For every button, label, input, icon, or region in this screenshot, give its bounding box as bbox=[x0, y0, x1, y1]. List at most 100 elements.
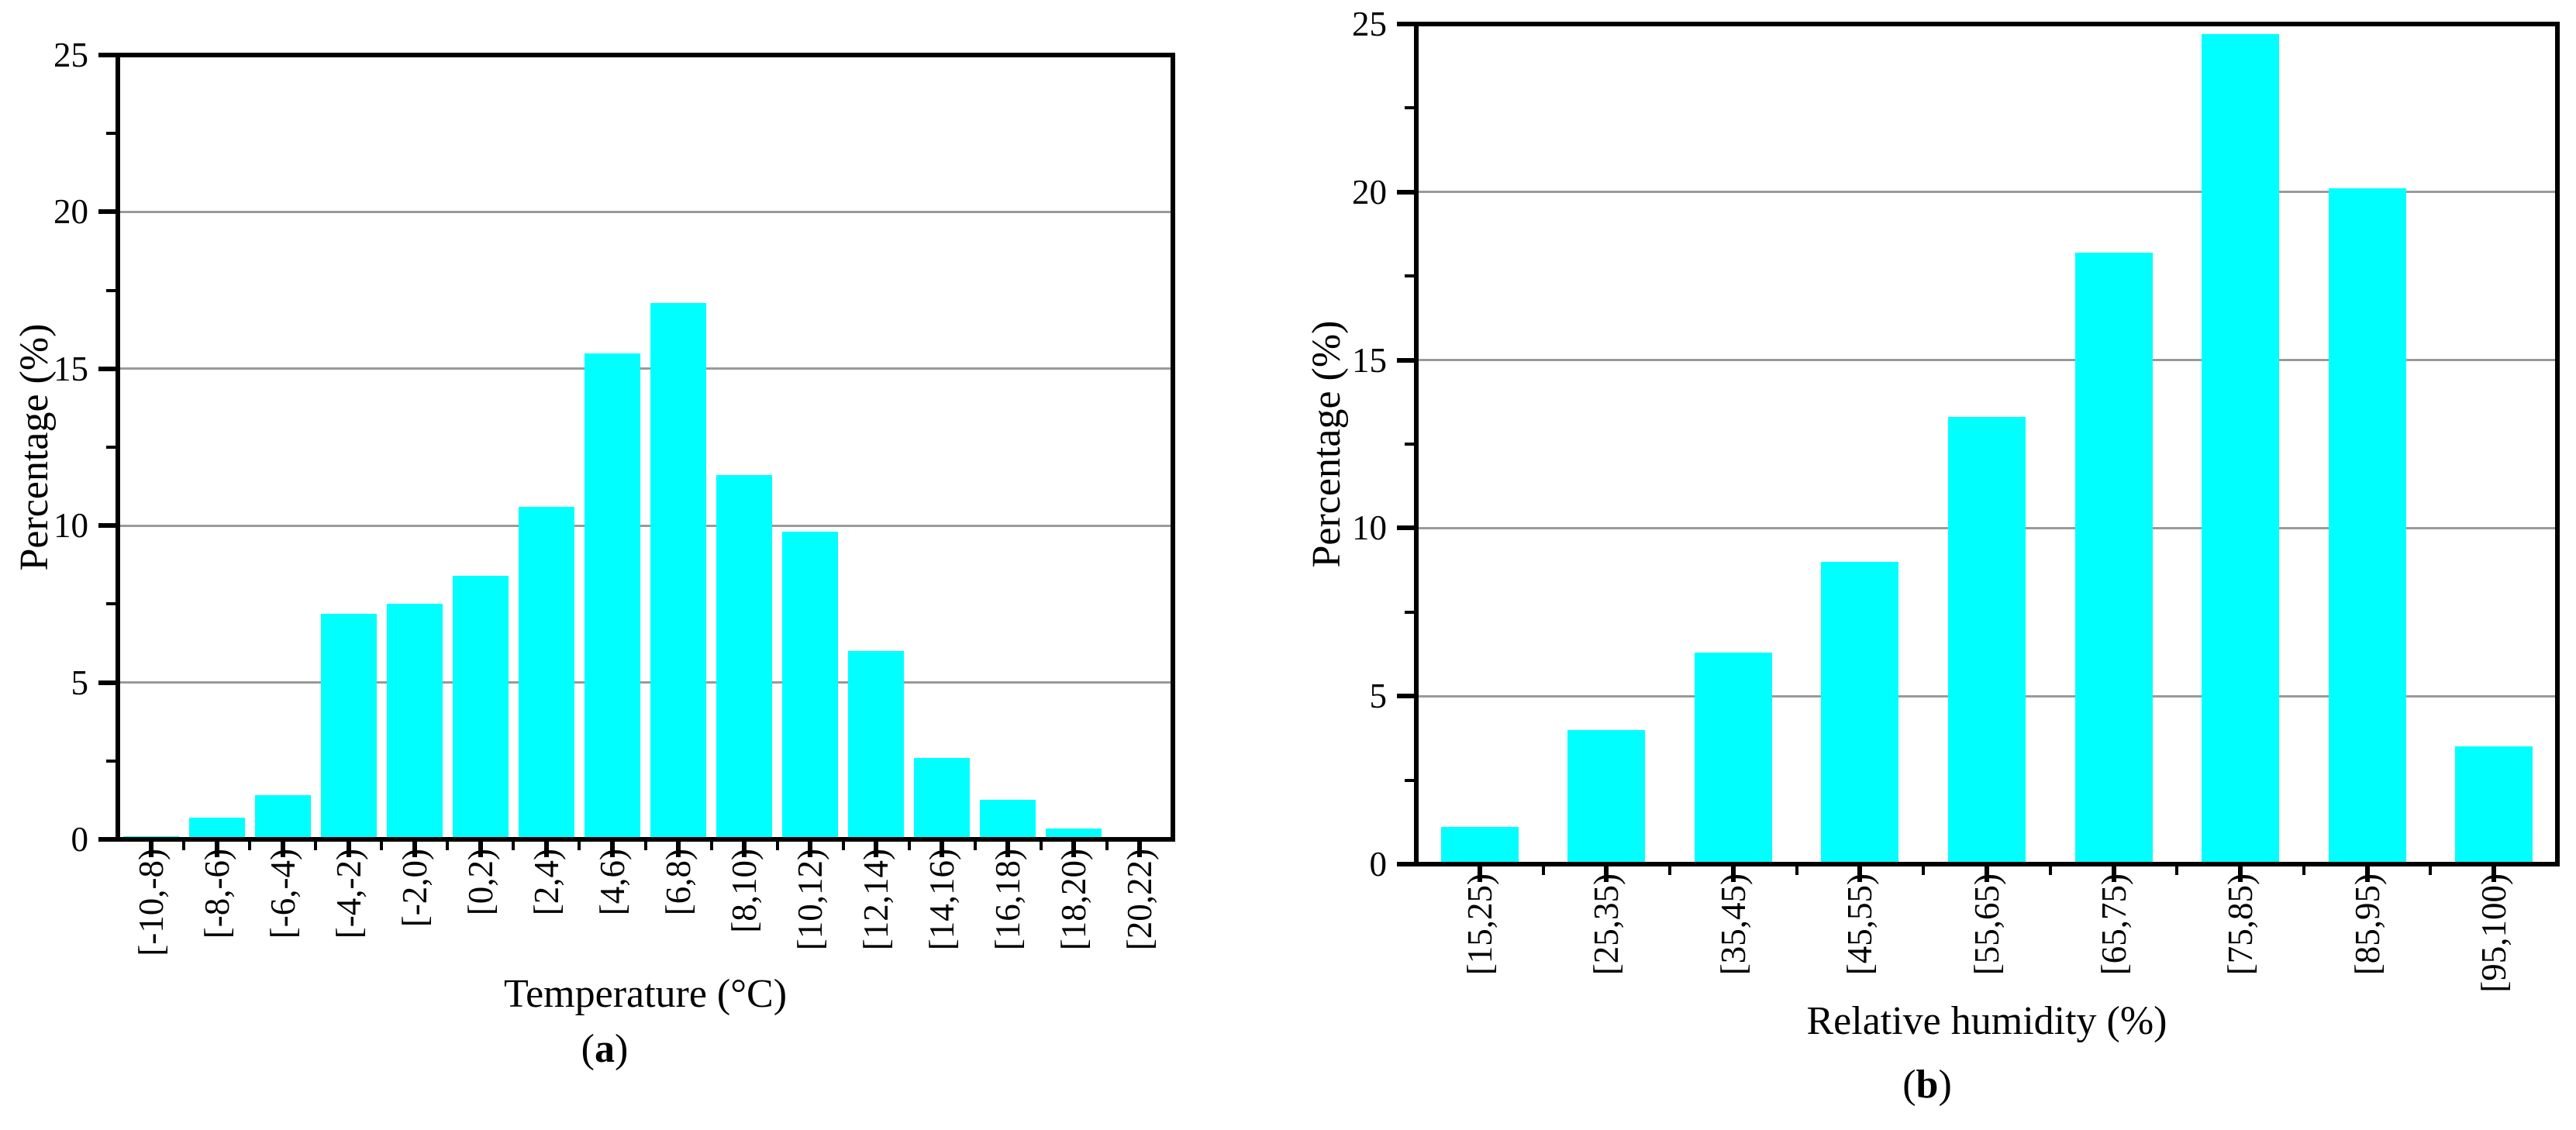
y-minor-tick bbox=[106, 288, 116, 292]
x-minor-tick bbox=[1039, 842, 1043, 850]
y-axis-title: Percentage (%) bbox=[12, 323, 57, 571]
axis-top bbox=[116, 53, 1175, 57]
x-major-tick bbox=[1005, 842, 1011, 857]
x-tick-label: [75,85) bbox=[2221, 873, 2260, 976]
x-tick-label: [-2,0) bbox=[395, 849, 434, 928]
y-tick-label: 25 bbox=[1352, 5, 1387, 43]
x-major-tick bbox=[1857, 866, 1863, 882]
y-tick-label: 15 bbox=[1352, 340, 1387, 380]
x-tick-label: [55,65) bbox=[1967, 873, 2006, 976]
x-tick-label: [6,8) bbox=[659, 849, 698, 916]
x-tick-label: [15,25) bbox=[1460, 873, 1499, 976]
x-major-tick bbox=[940, 842, 945, 857]
y-minor-tick bbox=[1405, 778, 1414, 782]
axis-right bbox=[2555, 22, 2560, 866]
y-minor-tick bbox=[1405, 610, 1414, 614]
x-minor-tick bbox=[1795, 866, 1798, 875]
axis-right bbox=[1171, 53, 1175, 842]
x-tick-label: [16,18) bbox=[988, 849, 1028, 951]
x-major-tick bbox=[676, 842, 681, 857]
x-tick-label: [95,100) bbox=[2474, 873, 2514, 993]
y-tick-label: 5 bbox=[71, 663, 89, 702]
caption-letter: a bbox=[595, 1027, 615, 1071]
y-major-tick bbox=[98, 209, 116, 215]
x-tick-label: [-8,-6) bbox=[197, 849, 236, 939]
x-minor-tick bbox=[578, 842, 581, 850]
axis-left bbox=[1414, 22, 1419, 866]
y-minor-tick bbox=[106, 446, 116, 449]
bar bbox=[1821, 561, 1899, 864]
bar bbox=[320, 613, 377, 839]
y-tick-label: 0 bbox=[71, 820, 89, 859]
y-minor-tick bbox=[1405, 274, 1414, 278]
y-tick-label: 10 bbox=[53, 506, 88, 546]
x-tick-label: [2,4) bbox=[526, 849, 566, 916]
y-major-tick bbox=[98, 837, 116, 842]
x-minor-tick bbox=[1541, 866, 1545, 875]
caption-paren-open: ( bbox=[581, 1027, 595, 1071]
x-tick-label: [12,14) bbox=[857, 849, 896, 951]
x-tick-label: [-10,-8) bbox=[131, 849, 171, 956]
x-axis-title: Temperature (°C) bbox=[503, 972, 788, 1016]
y-major-tick bbox=[1397, 694, 1414, 699]
bar bbox=[1567, 729, 1646, 864]
x-minor-tick bbox=[446, 842, 450, 850]
caption-paren-close: ) bbox=[615, 1027, 629, 1071]
gridline bbox=[118, 681, 1173, 684]
x-minor-tick bbox=[380, 842, 384, 850]
x-minor-tick bbox=[2302, 866, 2305, 875]
axis-bottom bbox=[116, 837, 1175, 842]
bar bbox=[2455, 746, 2533, 864]
x-minor-tick bbox=[248, 842, 252, 850]
bar bbox=[2328, 188, 2406, 864]
caption-paren-open: ( bbox=[1902, 1063, 1916, 1107]
x-major-tick bbox=[412, 842, 417, 857]
gridline bbox=[1416, 359, 2557, 362]
panel-caption: (b) bbox=[1811, 1063, 2043, 1107]
x-tick-label: [45,55) bbox=[1840, 873, 1880, 976]
x-minor-tick bbox=[2175, 866, 2179, 875]
axis-top bbox=[1414, 22, 2560, 26]
bar bbox=[716, 475, 773, 839]
bar bbox=[386, 604, 443, 839]
caption-letter: b bbox=[1916, 1063, 1939, 1107]
bar bbox=[2202, 34, 2280, 864]
caption-paren-close: ) bbox=[1938, 1063, 1952, 1107]
bar bbox=[1948, 417, 2026, 864]
x-tick-label: [25,35) bbox=[1587, 873, 1626, 976]
bar bbox=[584, 353, 640, 839]
gridline bbox=[118, 524, 1173, 527]
bar bbox=[782, 532, 839, 839]
y-major-tick bbox=[1397, 189, 1414, 195]
y-tick-label: 20 bbox=[1352, 172, 1387, 212]
x-tick-label: [35,45) bbox=[1713, 873, 1753, 976]
y-major-tick bbox=[98, 53, 116, 57]
y-tick-label: 25 bbox=[53, 36, 88, 74]
x-major-tick bbox=[609, 842, 615, 857]
x-tick-label: [18,20) bbox=[1054, 849, 1094, 951]
x-tick-label: [14,16) bbox=[922, 849, 962, 951]
y-major-tick bbox=[1397, 862, 1414, 866]
x-tick-label: [-6,-4) bbox=[263, 849, 302, 939]
x-major-tick bbox=[1985, 866, 1989, 882]
bar bbox=[1694, 652, 1772, 864]
bar bbox=[1440, 827, 1519, 864]
bar bbox=[914, 757, 971, 839]
y-minor-tick bbox=[106, 602, 116, 606]
x-axis-title: Relative humidity (%) bbox=[1806, 999, 2167, 1043]
y-minor-tick bbox=[106, 132, 116, 136]
x-major-tick bbox=[214, 842, 219, 857]
x-minor-tick bbox=[709, 842, 713, 850]
y-tick-label: 20 bbox=[53, 192, 88, 232]
gridline bbox=[1416, 191, 2557, 194]
x-major-tick bbox=[1604, 866, 1609, 882]
gridline bbox=[118, 367, 1173, 370]
y-tick-label: 15 bbox=[53, 349, 88, 388]
x-minor-tick bbox=[973, 842, 977, 850]
bar bbox=[650, 302, 707, 839]
x-minor-tick bbox=[2429, 866, 2433, 875]
x-tick-label: [4,6) bbox=[592, 849, 632, 916]
x-minor-tick bbox=[512, 842, 516, 850]
panel-caption: (a) bbox=[488, 1028, 721, 1071]
